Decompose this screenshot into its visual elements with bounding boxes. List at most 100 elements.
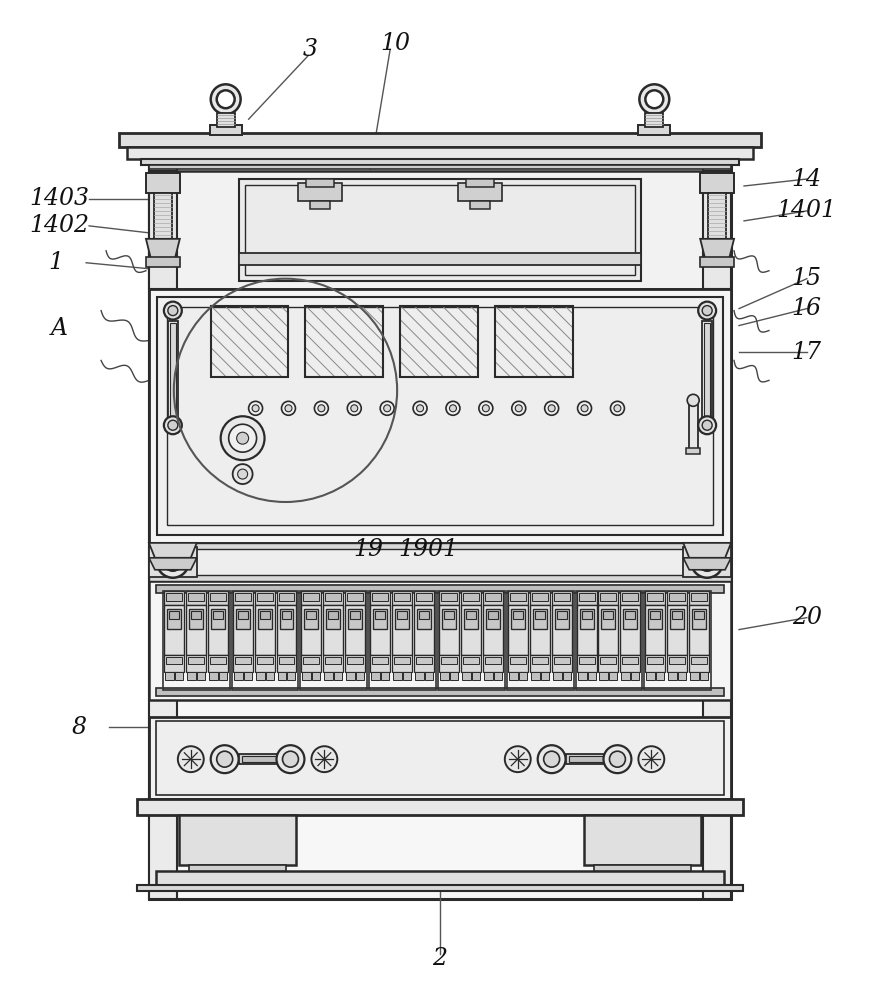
Bar	[187, 657, 204, 664]
Circle shape	[702, 306, 712, 316]
Bar	[208, 591, 228, 605]
Bar	[576, 605, 597, 655]
Bar	[483, 591, 502, 605]
Bar	[397, 611, 407, 619]
Bar	[667, 655, 687, 672]
Bar	[566, 754, 613, 764]
Bar	[439, 591, 459, 605]
Circle shape	[221, 416, 265, 460]
Circle shape	[285, 405, 292, 412]
Bar	[568, 756, 611, 762]
Bar	[667, 605, 687, 655]
Bar	[210, 306, 289, 377]
Text: 1403: 1403	[29, 187, 89, 210]
Bar	[691, 593, 708, 601]
Bar	[598, 591, 619, 605]
Bar	[631, 672, 640, 680]
Bar	[472, 672, 480, 680]
Bar	[146, 257, 180, 267]
Bar	[238, 179, 642, 281]
Circle shape	[157, 546, 189, 578]
Bar	[238, 253, 642, 265]
Bar	[254, 655, 275, 672]
Bar	[593, 865, 691, 871]
Bar	[238, 611, 247, 619]
Bar	[393, 672, 402, 680]
Circle shape	[164, 416, 182, 434]
Bar	[157, 297, 723, 535]
Bar	[554, 609, 568, 629]
Bar	[254, 605, 275, 655]
Bar	[415, 672, 424, 680]
Bar	[372, 657, 388, 664]
Bar	[209, 672, 217, 680]
Bar	[345, 591, 365, 605]
Bar	[146, 173, 180, 193]
Bar	[485, 593, 501, 601]
Text: 3: 3	[303, 38, 318, 61]
Bar	[334, 672, 342, 680]
Bar	[694, 611, 704, 619]
Bar	[328, 611, 338, 619]
Bar	[553, 672, 561, 680]
Bar	[305, 306, 383, 377]
Bar	[375, 611, 385, 619]
Bar	[232, 605, 253, 655]
Bar	[562, 672, 570, 680]
Bar	[484, 672, 493, 680]
Bar	[219, 672, 227, 680]
Bar	[305, 306, 383, 377]
Bar	[392, 605, 412, 655]
Bar	[656, 672, 664, 680]
Bar	[438, 591, 505, 690]
Bar	[461, 591, 480, 605]
Bar	[646, 672, 656, 680]
Bar	[137, 799, 743, 815]
Bar	[495, 306, 573, 377]
Bar	[416, 657, 432, 664]
Bar	[576, 591, 597, 605]
Bar	[213, 611, 223, 619]
Bar	[554, 657, 569, 664]
Bar	[600, 593, 617, 601]
Bar	[394, 593, 410, 601]
Bar	[670, 657, 686, 664]
Bar	[485, 657, 501, 664]
Bar	[304, 657, 319, 664]
Circle shape	[544, 751, 560, 767]
Bar	[414, 591, 434, 605]
Bar	[244, 672, 252, 680]
Circle shape	[640, 84, 670, 114]
Bar	[187, 672, 195, 680]
Circle shape	[581, 405, 588, 412]
Bar	[186, 591, 206, 605]
Bar	[400, 306, 478, 377]
Circle shape	[548, 405, 555, 412]
Bar	[154, 193, 172, 241]
Bar	[311, 201, 330, 209]
Bar	[257, 593, 273, 601]
Polygon shape	[149, 543, 197, 558]
Bar	[168, 321, 178, 420]
Bar	[348, 593, 363, 601]
Bar	[486, 609, 500, 629]
Bar	[242, 756, 283, 762]
Bar	[258, 609, 272, 629]
Bar	[370, 591, 436, 690]
Bar	[667, 591, 687, 605]
Bar	[689, 591, 709, 605]
Text: A: A	[51, 317, 68, 340]
Bar	[441, 593, 457, 601]
Circle shape	[318, 405, 325, 412]
Bar	[693, 609, 706, 629]
Bar	[298, 183, 342, 201]
Bar	[532, 609, 546, 629]
Bar	[510, 657, 525, 664]
Bar	[439, 605, 459, 655]
Bar	[345, 605, 365, 655]
Bar	[149, 289, 731, 543]
Circle shape	[164, 553, 182, 571]
Bar	[507, 591, 574, 690]
Bar	[149, 543, 731, 581]
Bar	[621, 672, 630, 680]
